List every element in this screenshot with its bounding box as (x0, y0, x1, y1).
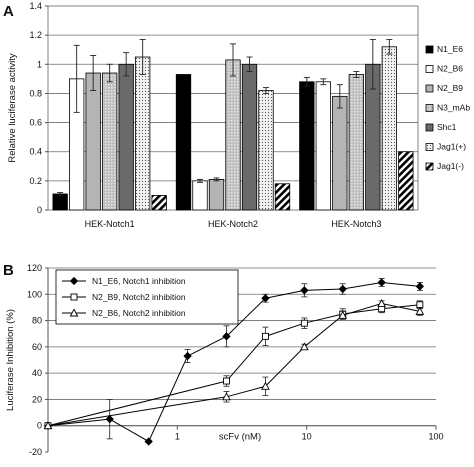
y-tick-label-a: 0.6 (29, 118, 42, 128)
bar (175, 74, 192, 211)
legend-label-b: N2_B9, Notch2 inhibition (92, 292, 186, 302)
legend-box-b (55, 269, 239, 325)
legend-swatch-a (425, 143, 434, 151)
y-axis-title-b: Luciferase Inhibition (%) (5, 309, 16, 411)
legend-label-a: N2_B6 (437, 64, 463, 74)
data-point (300, 319, 308, 327)
y-tick-label-b: 40 (32, 368, 42, 378)
bar (135, 56, 151, 211)
data-point (69, 308, 79, 317)
legend-label-a: Jag1(-) (437, 161, 464, 171)
y-tick-label-b: -20 (29, 447, 42, 457)
x-category-label-a: HEK-Notch3 (331, 219, 381, 229)
y-tick-label-b: 0 (37, 421, 42, 431)
y-tick-label-a: 1.2 (29, 30, 42, 40)
y-tick-label-b: 120 (27, 263, 42, 273)
x-axis-title-b: scFv (nM) (219, 432, 261, 443)
bar (258, 90, 274, 211)
y-tick-label-a: 0.4 (29, 147, 42, 157)
legend-label-a: Shc1 (437, 122, 457, 132)
bar-chart-panel-a: 0 0.2 0.4 0.6 0.8 1 1.2 1.4 Relative luciferase … (7, 1, 470, 229)
bar (151, 195, 167, 211)
panel-b-letter: B (3, 262, 14, 279)
data-point (377, 278, 386, 287)
legend-swatch-a (425, 104, 434, 112)
legend-swatch-a (425, 162, 434, 171)
bar (348, 74, 364, 211)
data-point (144, 437, 153, 446)
bar (241, 63, 258, 211)
bar (381, 46, 397, 211)
data-point (105, 414, 114, 424)
y-tick-label-b: 80 (32, 316, 42, 326)
legend-swatch-a (425, 65, 434, 73)
data-point (261, 332, 269, 340)
legend-label-a: N1_E6 (437, 44, 463, 54)
data-point (261, 294, 270, 303)
bar (225, 59, 241, 211)
legend-swatch-a (425, 123, 434, 132)
data-point (300, 286, 309, 295)
data-point (300, 342, 309, 351)
data-point (43, 421, 53, 430)
bar (332, 95, 348, 211)
data-point (222, 392, 231, 401)
bar (208, 178, 225, 211)
legend-swatch-a (425, 45, 434, 54)
x-tick-label-b: 100 (428, 432, 443, 442)
legend-label-b: N2_B6, Notch2 inhibition (92, 308, 186, 318)
data-point (261, 381, 270, 390)
legend-label-b: N1_E6, Notch1 inhibition (92, 276, 186, 286)
legend-label-a: Jag1(+) (437, 142, 466, 152)
bar (85, 72, 101, 211)
y-tick-label-b: 20 (32, 394, 42, 404)
data-point (223, 377, 230, 385)
bar (102, 72, 118, 211)
y-tick-label-a: 1 (37, 59, 42, 69)
y-tick-label-b: 60 (32, 342, 42, 352)
y-tick-label-a: 0 (37, 205, 42, 215)
bar (398, 151, 414, 211)
data-point (69, 276, 79, 286)
data-point (415, 306, 425, 315)
data-point (415, 282, 425, 291)
x-category-label-a: HEK-Notch2 (208, 219, 258, 229)
data-point (70, 293, 78, 301)
bar (315, 81, 331, 211)
legend-label-a: N3_mAb (437, 103, 470, 113)
data-point (338, 284, 347, 294)
y-tick-label-a: 1.4 (29, 1, 42, 11)
legend-swatch-a (425, 84, 434, 93)
data-point (183, 351, 192, 361)
x-category-label-a: HEK-Notch1 (85, 219, 135, 229)
data-point (377, 298, 387, 307)
y-tick-label-a: 0.2 (29, 176, 42, 186)
x-tick-label-b: 1 (175, 432, 180, 442)
legend-label-a: N2_B9 (437, 83, 463, 93)
y-tick-label-a: 0.8 (29, 88, 42, 98)
data-point (338, 310, 348, 319)
data-point (222, 332, 231, 341)
bar (118, 63, 134, 211)
panel-a-letter: A (3, 3, 14, 20)
x-tick-label-b: 10 (302, 432, 312, 442)
series-line (47, 281, 420, 443)
bar (299, 81, 315, 211)
y-axis-title-a: Relative luciferase activity (7, 53, 18, 163)
bar (52, 193, 68, 211)
y-tick-label-b: 100 (27, 289, 42, 299)
bar (192, 180, 208, 211)
bar (274, 183, 291, 211)
